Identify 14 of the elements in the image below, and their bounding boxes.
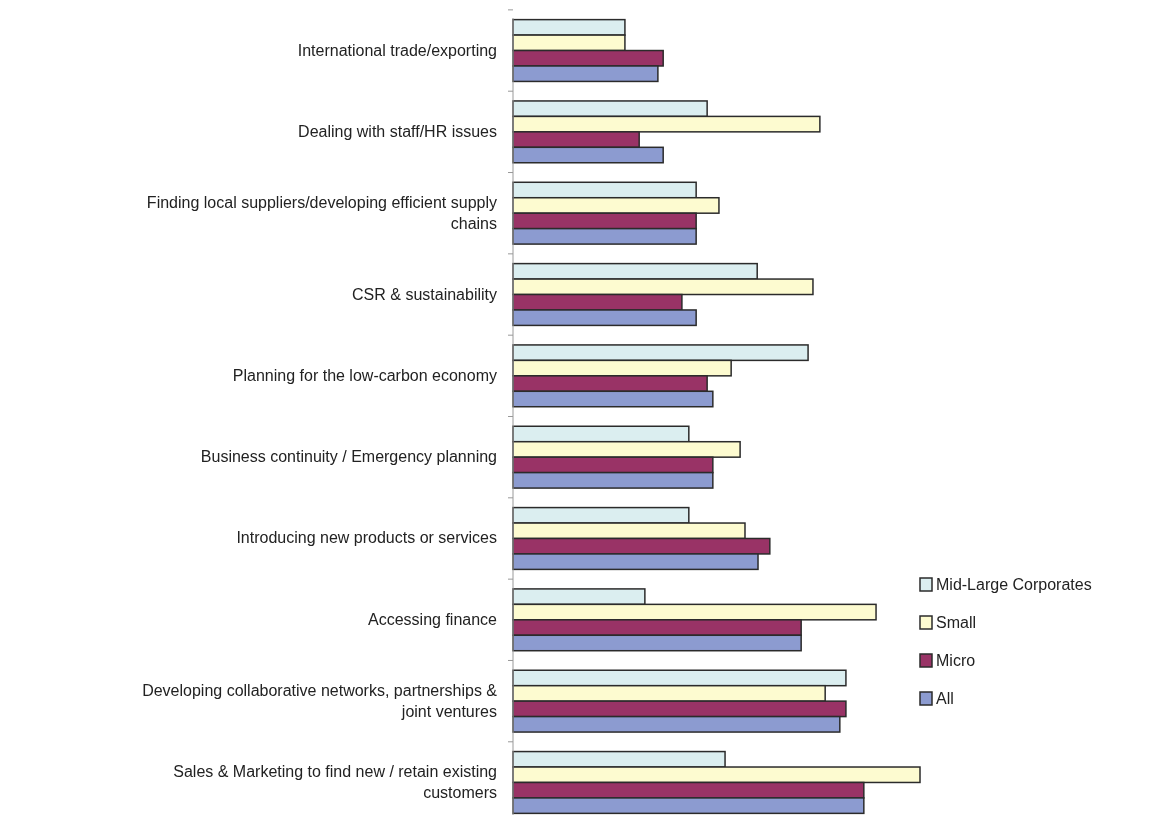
y-tick-label: Introducing new products or services (236, 529, 497, 547)
y-tick-label: Developing collaborative networks, partnerships & joint ventures (142, 681, 498, 720)
y-tick-label: Planning for the low-carbon economy (232, 366, 497, 384)
y-tick-label: Accessing finance (368, 610, 498, 628)
y-tick-label: Sales & Marketing to find new / retain existing customers (173, 762, 497, 801)
legend-label: All (936, 690, 954, 707)
y-tick-label: Business continuity / Emergency planning (200, 448, 497, 466)
y-tick-label: CSR & sustainability (352, 285, 497, 303)
y-tick-label: International trade/exporting (297, 41, 497, 59)
legend-label: Micro (936, 652, 976, 669)
y-tick-label: Dealing with staff/HR issues (298, 122, 497, 140)
legend-label: Small (936, 614, 977, 631)
legend-label: Mid-Large Corporates (936, 576, 1092, 593)
y-tick-label: Finding local suppliers/developing efficient supply chains (146, 193, 497, 232)
